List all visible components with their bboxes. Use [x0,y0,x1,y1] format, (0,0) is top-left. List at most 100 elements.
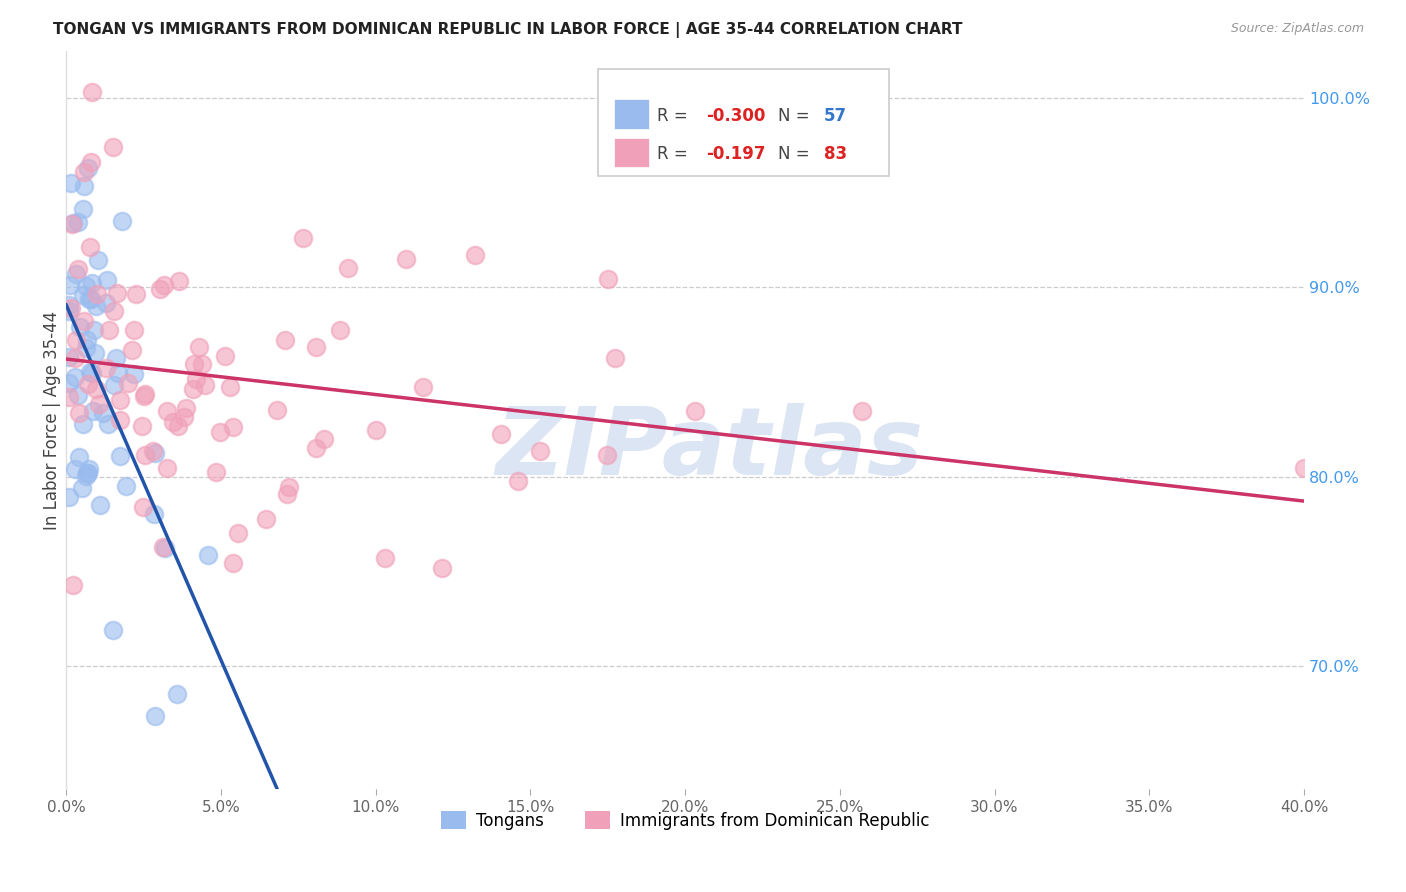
Point [63,351,86,365]
Point [79,240,101,254]
FancyBboxPatch shape [599,70,890,177]
Point [166,419,188,434]
Point [134,389,156,403]
Point [222,420,245,434]
Point [76,466,98,480]
Point [87,397,110,411]
Point [304,442,326,456]
Point [105,351,128,366]
Point [156,461,179,475]
Point [222,556,245,570]
Point [464,248,486,262]
Point [110,449,132,463]
Point [84,382,107,396]
Point [72,202,94,216]
Point [94,295,117,310]
Text: R =: R = [657,107,693,125]
Point [72,288,94,302]
Point [76,334,98,348]
Point [84,299,107,313]
Point [60,176,83,190]
Point [209,425,232,439]
Point [117,376,139,390]
Point [489,426,512,441]
Point [77,466,100,480]
Point [63,369,86,384]
Point [143,507,166,521]
Point [63,461,86,475]
Point [62,217,84,231]
Point [506,474,529,488]
Point [166,688,188,702]
Point [186,372,208,386]
Point [67,261,90,276]
Text: 57: 57 [824,107,846,125]
Point [364,423,387,437]
Point [432,561,454,575]
Point [75,342,97,356]
Point [188,340,211,354]
Point [108,393,131,408]
Point [66,215,89,229]
Point [75,279,97,293]
Point [58,390,80,404]
Point [851,404,873,418]
Point [312,433,335,447]
Point [69,319,91,334]
Point [70,481,93,495]
Text: ZIPatlas: ZIPatlas [496,403,924,495]
Point [605,351,627,365]
Point [125,287,148,301]
Point [167,274,190,288]
Point [79,293,101,307]
Point [173,410,195,425]
Point [529,444,551,458]
Y-axis label: In Labor Force | Age 35-44: In Labor Force | Age 35-44 [44,310,60,530]
Point [58,491,80,505]
Point [86,253,108,268]
Text: N =: N = [778,145,814,163]
Point [278,480,301,494]
Point [58,351,80,365]
Point [1292,461,1315,475]
Text: R =: R = [657,145,697,163]
Text: -0.197: -0.197 [706,145,766,163]
Point [254,512,277,526]
Point [80,276,103,290]
Point [122,368,145,382]
Point [329,323,352,337]
Point [103,623,125,637]
Point [155,403,177,417]
Point [77,376,100,391]
Point [77,161,100,175]
Point [73,314,96,328]
Point [412,380,434,394]
Point [143,709,166,723]
Point [276,486,298,500]
Point [205,466,228,480]
Point [80,154,103,169]
Point [596,448,619,462]
Point [86,287,108,301]
Point [183,357,205,371]
Point [274,333,297,347]
Bar [614,99,650,129]
Point [67,406,90,420]
Point [97,323,120,337]
Point [62,578,84,592]
Point [122,323,145,337]
Bar [614,138,650,168]
Point [131,419,153,434]
Point [60,301,83,316]
Point [596,272,619,286]
Point [67,450,90,464]
Point [336,260,359,275]
Point [226,525,249,540]
Point [155,541,177,555]
Point [58,297,80,311]
Point [292,230,315,244]
Point [58,376,80,390]
Text: Source: ZipAtlas.com: Source: ZipAtlas.com [1230,22,1364,36]
Point [94,360,117,375]
Point [79,365,101,379]
